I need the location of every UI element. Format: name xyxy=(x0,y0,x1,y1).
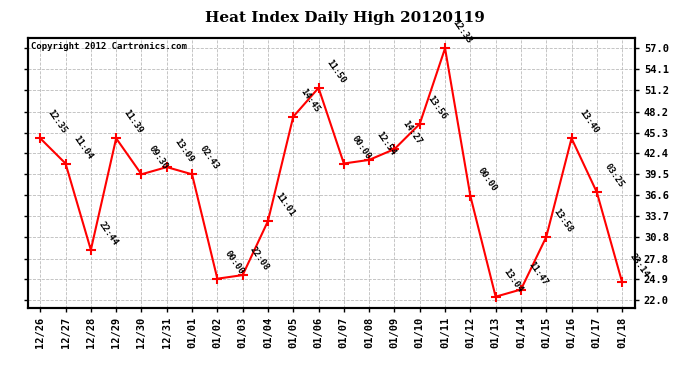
Text: 14:45: 14:45 xyxy=(299,87,322,114)
Text: 11:50: 11:50 xyxy=(324,58,347,85)
Point xyxy=(515,286,526,292)
Point xyxy=(465,193,476,199)
Text: 12:33: 12:33 xyxy=(451,18,473,45)
Text: 11:04: 11:04 xyxy=(71,134,94,161)
Text: 12:54: 12:54 xyxy=(375,130,397,157)
Point xyxy=(60,160,71,166)
Point xyxy=(313,85,324,91)
Point xyxy=(440,45,451,51)
Text: 14:27: 14:27 xyxy=(400,119,423,146)
Text: 22:44: 22:44 xyxy=(97,220,119,247)
Text: 12:35: 12:35 xyxy=(46,108,68,135)
Point xyxy=(490,294,501,300)
Text: 00:00: 00:00 xyxy=(476,166,499,193)
Point xyxy=(186,171,197,177)
Text: 13:58: 13:58 xyxy=(552,207,575,234)
Text: 13:56: 13:56 xyxy=(425,94,448,121)
Point xyxy=(212,276,223,282)
Point xyxy=(364,157,375,163)
Point xyxy=(86,247,97,253)
Text: 22:08: 22:08 xyxy=(248,245,271,272)
Point xyxy=(237,272,248,278)
Point xyxy=(136,171,147,177)
Point xyxy=(389,146,400,152)
Point xyxy=(617,279,628,285)
Text: 11:47: 11:47 xyxy=(526,260,549,287)
Point xyxy=(262,218,273,224)
Text: 11:39: 11:39 xyxy=(121,108,144,135)
Text: Copyright 2012 Cartronics.com: Copyright 2012 Cartronics.com xyxy=(30,42,186,51)
Point xyxy=(338,160,349,166)
Point xyxy=(566,135,577,141)
Text: 23:14: 23:14 xyxy=(628,252,651,279)
Point xyxy=(161,164,172,170)
Text: 11:01: 11:01 xyxy=(273,191,296,218)
Point xyxy=(414,121,425,127)
Point xyxy=(34,135,46,141)
Text: Heat Index Daily High 20120119: Heat Index Daily High 20120119 xyxy=(205,11,485,25)
Text: 00:00: 00:00 xyxy=(223,249,246,276)
Text: 00:00: 00:00 xyxy=(349,134,372,161)
Text: 13:40: 13:40 xyxy=(577,108,600,135)
Point xyxy=(541,234,552,240)
Text: 09:30: 09:30 xyxy=(147,144,170,171)
Text: 13:04: 13:04 xyxy=(501,267,524,294)
Text: 13:09: 13:09 xyxy=(172,137,195,164)
Point xyxy=(288,114,299,120)
Text: 03:25: 03:25 xyxy=(602,162,625,189)
Point xyxy=(110,135,121,141)
Text: 02:43: 02:43 xyxy=(197,144,220,171)
Point xyxy=(591,189,602,195)
